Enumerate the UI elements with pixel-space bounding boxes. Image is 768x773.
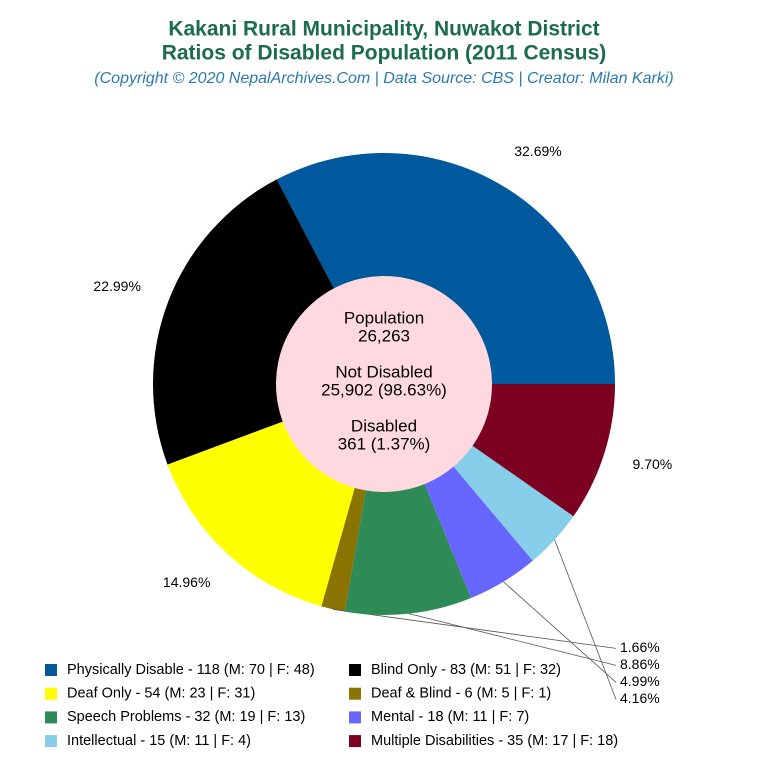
center-circle [276, 276, 492, 492]
legend-swatch [349, 711, 361, 724]
center-label: 25,902 (98.63%) [321, 380, 447, 399]
legend-label: Mental - 18 (M: 11 | F: 7) [371, 709, 529, 725]
legend-label: Intellectual - 15 (M: 11 | F: 4) [67, 733, 251, 749]
value-label: 8.86% [620, 656, 660, 672]
legend-swatch [45, 735, 57, 748]
leader-line [408, 613, 617, 666]
value-label: 1.66% [620, 639, 660, 655]
legend-swatch [349, 735, 361, 748]
leader-line [333, 608, 617, 649]
legend-swatch [45, 664, 57, 676]
value-label: 14.96% [163, 574, 210, 590]
chart-caption: (Copyright © 2020 NepalArchives.Com | Da… [94, 70, 673, 87]
value-label: 4.99% [620, 673, 660, 689]
value-label: 9.70% [633, 456, 673, 472]
legend-label: Deaf Only - 54 (M: 23 | F: 31) [67, 686, 255, 702]
leader-line [503, 581, 617, 683]
legend-swatch [349, 687, 361, 700]
legend-label: Speech Problems - 32 (M: 19 | F: 13) [67, 709, 305, 725]
legend-label: Multiple Disabilities - 35 (M: 17 | F: 1… [371, 733, 618, 749]
chart-subtitle: Ratios of Disabled Population (2011 Cens… [162, 42, 607, 65]
value-label: 32.69% [514, 143, 561, 159]
legend-swatch [45, 687, 57, 700]
leader-line [554, 539, 617, 700]
value-label: 22.99% [93, 278, 140, 294]
legend-label: Physically Disable - 118 (M: 70 | F: 48) [67, 662, 315, 678]
legend-swatch [45, 711, 57, 724]
center-label: Disabled [351, 416, 417, 435]
chart-title: Kakani Rural Municipality, Nuwakot Distr… [168, 18, 599, 41]
center-label: 26,263 [358, 326, 410, 345]
center-label: Not Disabled [335, 362, 432, 381]
center-label: Population [344, 308, 424, 327]
value-label: 4.16% [620, 690, 660, 706]
center-label: 361 (1.37%) [338, 434, 431, 453]
legend-label: Deaf & Blind - 6 (M: 5 | F: 1) [371, 686, 551, 702]
legend-swatch [349, 664, 361, 676]
legend-label: Blind Only - 83 (M: 51 | F: 32) [371, 662, 561, 678]
